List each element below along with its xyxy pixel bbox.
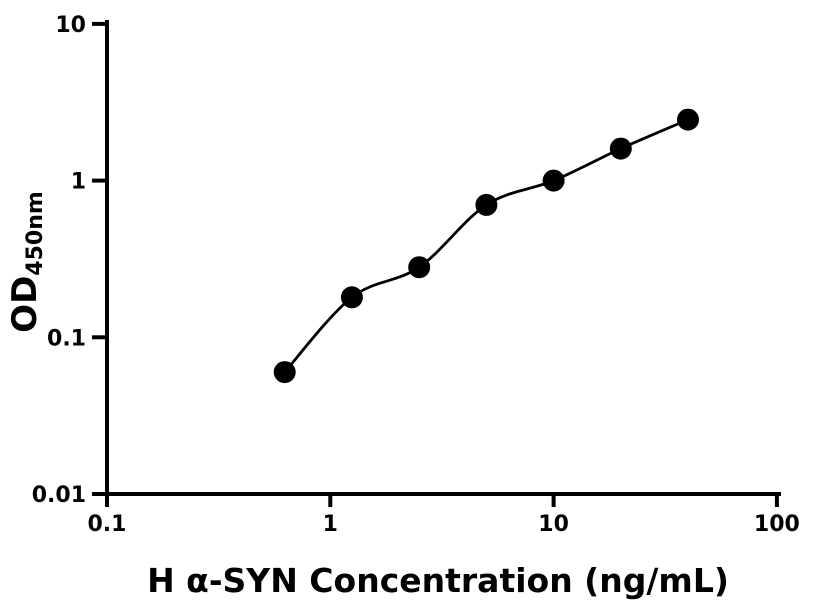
data-point xyxy=(677,108,699,131)
data-point xyxy=(408,256,431,279)
y-tick-label: 1 xyxy=(71,170,86,195)
x-tick-label: 10 xyxy=(538,512,569,537)
data-point xyxy=(273,361,296,384)
x-tick-label: 0.1 xyxy=(88,512,127,537)
data-points-group xyxy=(273,108,699,384)
data-point xyxy=(340,286,363,309)
y-axis-title-main: OD xyxy=(5,276,45,333)
y-axis-title: OD450nm xyxy=(5,191,48,333)
data-point xyxy=(609,137,632,160)
data-point xyxy=(475,193,498,216)
x-axis-title: H α-SYN Concentration (ng/mL) xyxy=(147,561,729,600)
y-tick-label: 0.1 xyxy=(47,326,86,351)
y-axis-title-subscript: 450nm xyxy=(23,191,48,276)
x-tick-label: 1 xyxy=(323,512,338,537)
axis-ticks xyxy=(92,21,779,507)
y-tick-label: 10 xyxy=(55,13,86,38)
fit-curve-group xyxy=(283,118,690,374)
y-tick-label: 0.01 xyxy=(32,483,86,508)
data-point xyxy=(542,169,565,192)
fit-curve xyxy=(283,118,690,374)
x-tick-label: 100 xyxy=(754,512,800,537)
